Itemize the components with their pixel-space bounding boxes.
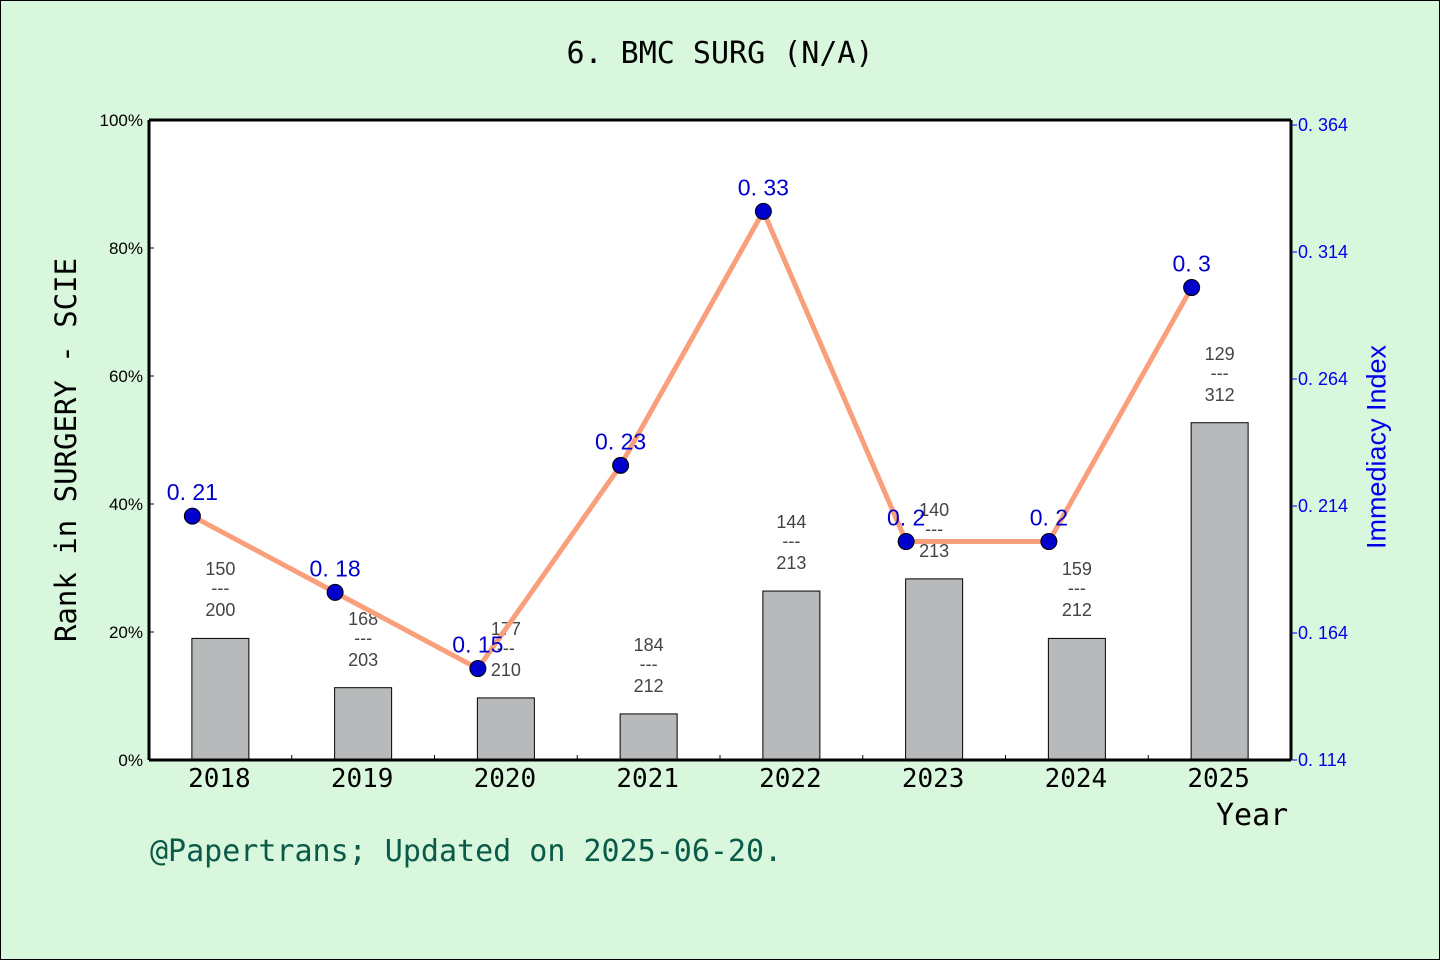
x-tick-label: 2021 — [616, 764, 679, 794]
x-tick-label: 2018 — [188, 764, 251, 794]
y-tick-label: 40% — [109, 495, 143, 514]
y-tick-label: 0% — [118, 751, 143, 770]
plot-area — [149, 120, 1291, 760]
bar-label-total: 213 — [919, 541, 949, 561]
point-label: 0. 2 — [887, 505, 925, 531]
x-tick-label: 2022 — [759, 764, 822, 794]
y-tick-label: 60% — [109, 367, 143, 386]
bar-label-divider: --- — [354, 628, 372, 648]
x-tick-label: 2020 — [474, 764, 537, 794]
bar-label-total: 210 — [491, 660, 521, 680]
footer-note: @Papertrans; Updated on 2025-06-20. — [150, 834, 783, 869]
bar — [1047, 637, 1106, 761]
bar-label-divider: --- — [1211, 363, 1229, 383]
line-marker — [183, 507, 201, 525]
bar-label-total: 213 — [776, 553, 806, 573]
line-marker — [1040, 533, 1058, 551]
x-tick-label: 2025 — [1187, 764, 1250, 794]
chart-title: 6. BMC SURG (N/A) — [566, 36, 874, 71]
bar-label-rank: 184 — [634, 635, 664, 655]
x-tick-label: 2019 — [331, 764, 394, 794]
point-label: 0. 3 — [1172, 251, 1210, 277]
bar-label-divider: --- — [1068, 578, 1086, 598]
bar-label-total: 203 — [348, 650, 378, 670]
point-label: 0. 21 — [167, 479, 218, 505]
bar-label-divider: --- — [925, 519, 943, 539]
x-tick-label: 2023 — [902, 764, 965, 794]
bar-label-total: 200 — [205, 600, 235, 620]
point-label: 0. 33 — [738, 174, 789, 200]
bar-label-rank: 144 — [776, 512, 806, 532]
point-label: 0. 2 — [1030, 505, 1068, 531]
bar — [905, 578, 964, 761]
bar-label-rank: 140 — [919, 500, 949, 520]
y2-tick-label: 0. 114 — [1298, 750, 1347, 770]
bar-label-rank: 129 — [1205, 344, 1235, 364]
y2-tick-label: 0. 314 — [1298, 242, 1348, 262]
bar — [334, 687, 393, 761]
line-marker — [612, 456, 630, 474]
immediacy-line — [191, 208, 1194, 672]
y2-tick-label: 0. 364 — [1298, 115, 1348, 135]
line-marker — [754, 202, 772, 220]
y-tick-label: 100% — [100, 111, 143, 130]
bar — [191, 637, 250, 761]
line-marker — [1183, 279, 1201, 297]
bar-label-total: 212 — [634, 676, 664, 696]
line-marker — [469, 660, 487, 678]
y2-tick-label: 0. 264 — [1298, 369, 1348, 389]
x-axis-label: Year — [1216, 798, 1289, 833]
bar — [619, 713, 678, 761]
y2-tick-label: 0. 164 — [1298, 623, 1348, 643]
bar-label-total: 312 — [1205, 385, 1235, 405]
bar-label-rank: 159 — [1062, 559, 1092, 579]
bar-label-divider: --- — [640, 654, 658, 674]
line-marker — [326, 583, 344, 601]
bar-label-divider: --- — [211, 578, 229, 598]
bar-label-rank: 150 — [205, 559, 235, 579]
line-marker — [897, 533, 915, 551]
x-tick-label: 2024 — [1045, 764, 1108, 794]
bar — [476, 697, 535, 761]
point-label: 0. 15 — [452, 632, 503, 658]
bar-label-divider: --- — [497, 638, 515, 658]
bar — [1190, 422, 1249, 761]
point-label: 0. 18 — [310, 555, 361, 581]
bar — [762, 590, 821, 761]
point-label: 0. 23 — [595, 428, 646, 454]
y-tick-label: 80% — [109, 239, 143, 258]
bar-label-total: 212 — [1062, 600, 1092, 620]
bar-label-divider: --- — [782, 531, 800, 551]
y2-tick-label: 0. 214 — [1298, 496, 1348, 516]
y-tick-label: 20% — [109, 623, 143, 642]
